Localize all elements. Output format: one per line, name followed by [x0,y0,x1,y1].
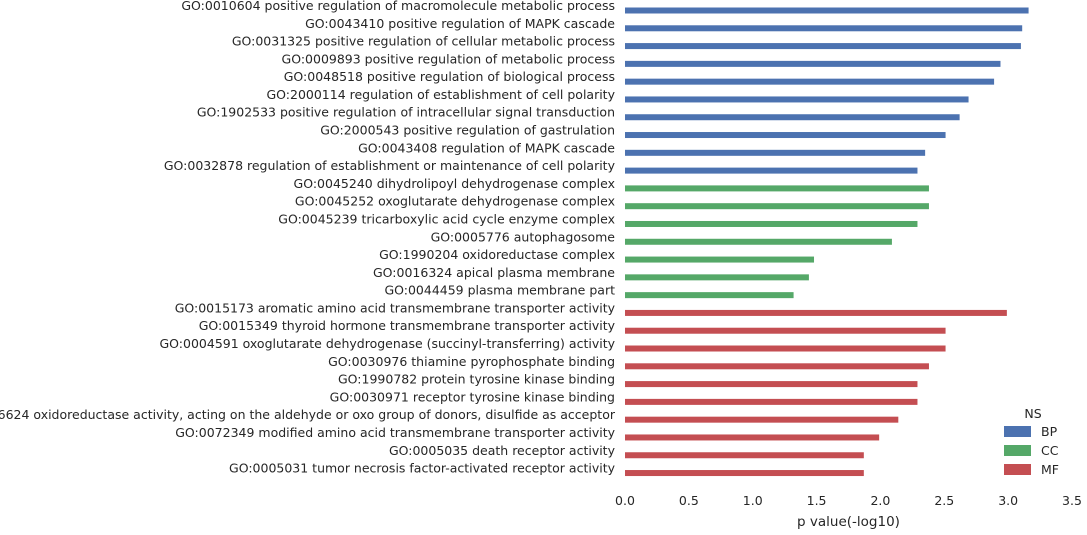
bar-mf [625,345,946,352]
x-tick-label: 0.0 [615,493,635,508]
bar-mf [625,309,1007,316]
bar-bp [625,149,926,156]
category-label: GO:0030976 thiamine pyrophosphate bindin… [328,354,615,369]
bar-bp [625,60,1001,67]
x-tick-label: 3.0 [998,493,1018,508]
x-axis: p value(-log10) 0.0 0.5 1.0 1.5 2.0 2.5 3.0 3.5 [615,493,1082,530]
category-label: GO:2000114 regulation of establishment o… [266,87,615,102]
bars [625,7,1029,477]
category-label: GO:1902533 positive regulation of intrac… [197,105,615,120]
x-tick-label: 0.5 [679,493,699,508]
bar-cc [625,274,809,281]
category-label: GO:2000543 positive regulation of gastru… [320,123,615,138]
bar-cc [625,220,918,227]
x-axis-label: p value(-log10) [797,514,900,530]
category-label: GO:0030971 receptor tyrosine kinase bind… [330,389,615,404]
legend-label-cc: CC [1041,443,1059,458]
category-label: GO:0009893 positive regulation of metabo… [282,51,615,66]
category-label: GO:0005031 tumor necrosis factor-activat… [229,461,616,476]
bar-mf [625,434,880,441]
bar-mf [625,381,918,388]
bar-bp [625,78,995,85]
x-tick-label: 1.5 [807,493,827,508]
legend-title: NS [1024,406,1041,421]
bar-bp [625,132,946,139]
category-label: GO:0044459 plasma membrane part [384,283,615,298]
bar-cc [625,185,929,192]
bar-cc [625,238,892,245]
category-label: GO:0010604 positive regulation of macrom… [181,0,615,13]
bar-mf [625,470,864,477]
bar-bp [625,96,969,103]
category-label: GO:0072349 modified amino acid transmemb… [175,425,615,440]
bar-mf [625,416,899,423]
x-tick-label: 2.0 [870,493,890,508]
x-tick-label: 1.0 [743,493,763,508]
bar-bp [625,167,918,174]
x-tick-label: 2.5 [934,493,954,508]
category-label: GO:0043410 positive regulation of MAPK c… [305,16,615,31]
bar-bp [625,43,1021,50]
legend-label-mf: MF [1041,462,1059,477]
bar-mf [625,327,946,334]
category-label: GO:1990782 protein tyrosine kinase bindi… [338,372,615,387]
x-tick-label: 3.5 [1062,493,1082,508]
category-label: GO:0005035 death receptor activity [389,443,616,458]
category-label: GO:0031325 positive regulation of cellul… [232,34,615,49]
category-label: GO:0045239 tricarboxylic acid cycle enzy… [278,211,615,226]
bar-bp [625,7,1029,14]
category-label: GO:0043408 regulation of MAPK cascade [358,140,615,155]
category-label: GO:1990204 oxidoreductase complex [379,247,615,262]
category-label: GO:0015173 aromatic amino acid transmemb… [175,300,616,315]
bar-mf [625,452,864,459]
category-label: GO:0032878 regulation of establishment o… [164,158,616,173]
legend: NS BP CC MF [1004,406,1059,477]
category-label: GO:0048518 positive regulation of biolog… [284,69,615,84]
bar-bp [625,25,1023,32]
category-label: GO:0015349 thyroid hormone transmembrane… [199,318,616,333]
bar-cc [625,203,929,210]
bar-mf [625,363,929,370]
legend-swatch-bp [1004,426,1031,437]
bar-mf [625,398,918,405]
category-label: GO:0045240 dihydrolipoyl dehydrogenase c… [294,176,615,191]
category-label: GO:0005776 autophagosome [431,229,616,244]
legend-swatch-mf [1004,464,1031,475]
legend-label-bp: BP [1041,424,1058,439]
bar-bp [625,114,960,121]
category-label: GO:0045252 oxoglutarate dehydrogenase co… [295,194,615,209]
legend-swatch-cc [1004,445,1031,456]
category-label: GO:0016324 apical plasma membrane [373,265,615,280]
bar-cc [625,292,794,299]
category-label: GO:0004591 oxoglutarate dehydrogenase (s… [160,336,616,351]
category-label: GO:0016624 oxidoreductase activity, acti… [0,407,616,422]
category-labels: GO:0010604 positive regulation of macrom… [0,0,616,476]
bar-cc [625,256,815,263]
